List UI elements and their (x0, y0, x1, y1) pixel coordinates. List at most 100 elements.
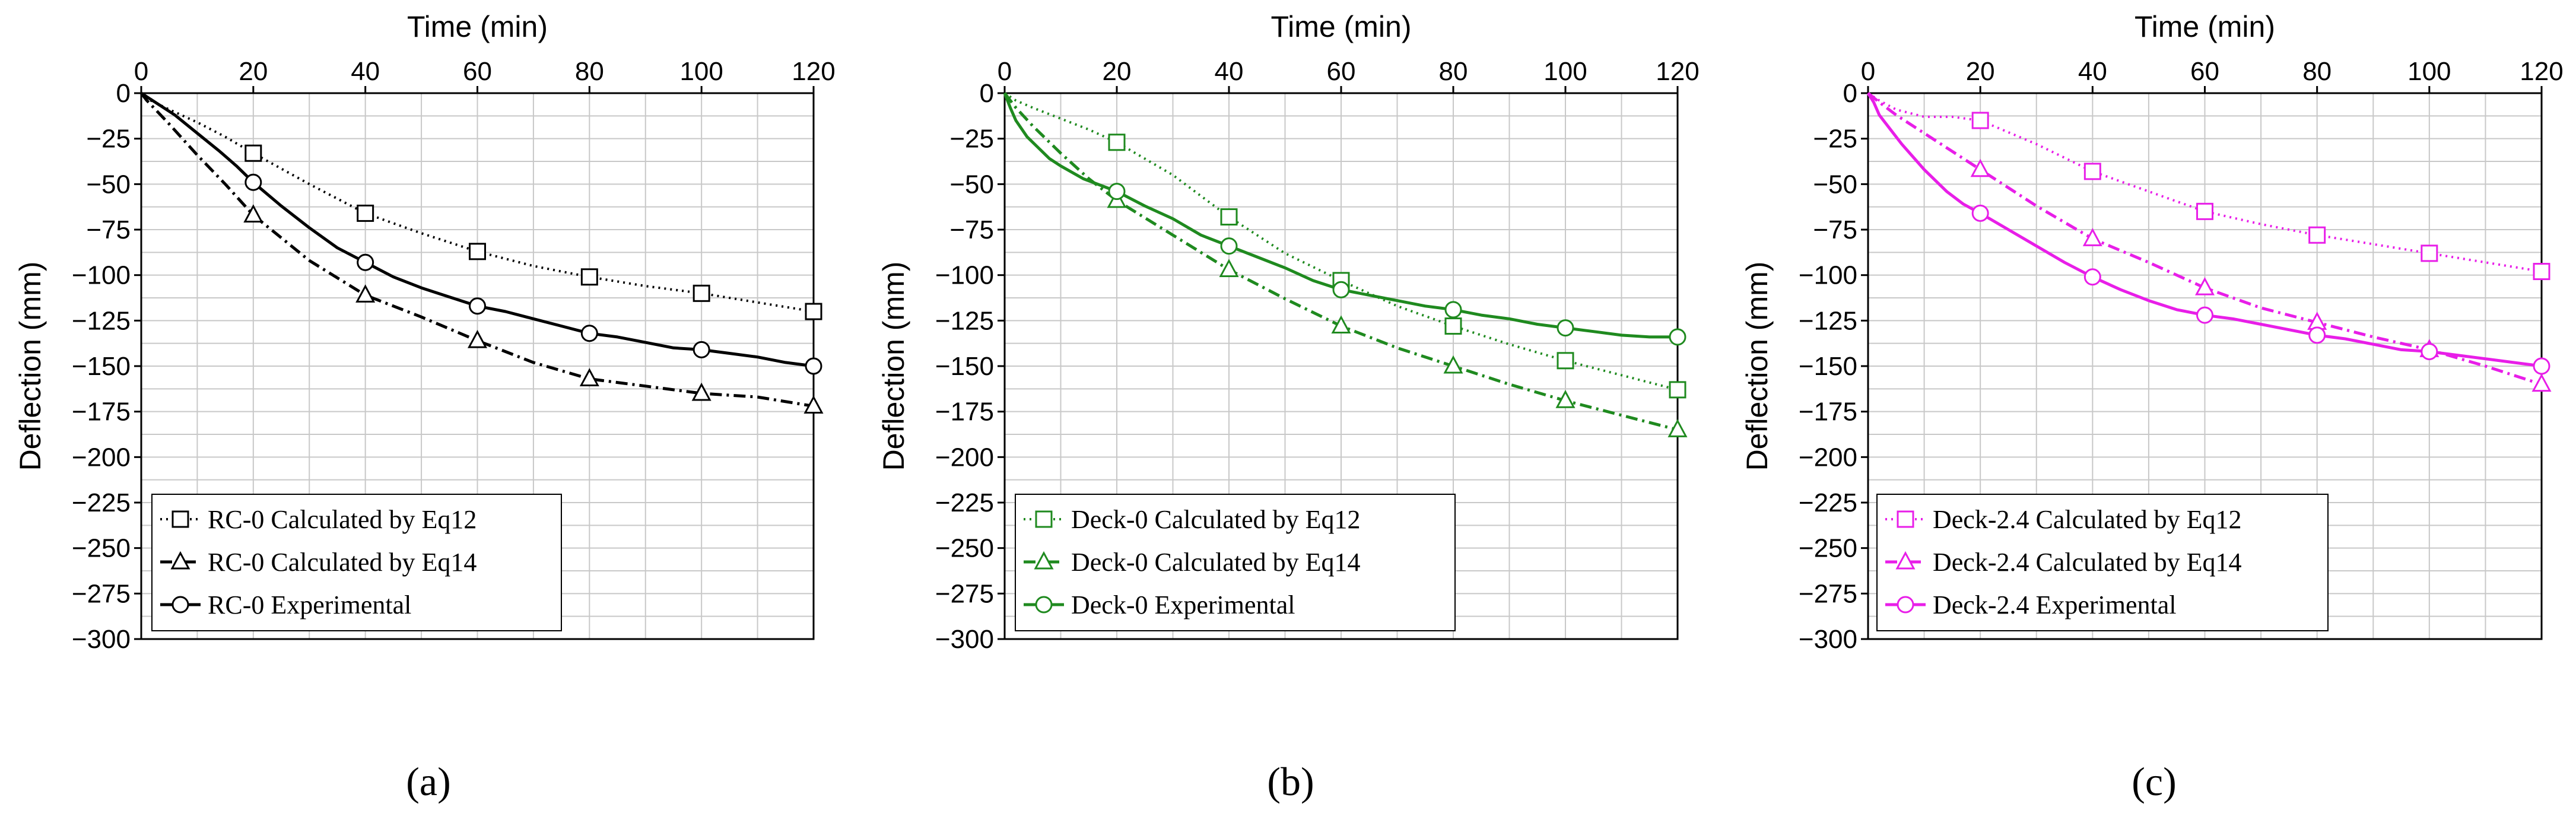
y-tick-label: −175 (1799, 398, 1857, 427)
series-line-c-2 (1867, 92, 2542, 386)
y-tick-label: −275 (935, 579, 994, 608)
legend-marker-sample (1897, 510, 1914, 528)
legend-marker-sample (1034, 551, 1054, 570)
series-marker-a-3 (693, 341, 710, 358)
y-tick-label: −75 (86, 215, 131, 244)
legend-entry-label: Deck-2.4 Calculated by Eq14 (1933, 548, 2242, 577)
x-tick-label: 80 (575, 57, 604, 86)
y-tick-label: 0 (116, 79, 131, 108)
x-tick-label: 100 (2407, 57, 2451, 86)
series-marker-c-1 (2196, 202, 2213, 220)
legend-marker-sample (1035, 510, 1053, 528)
x-tick-label: 100 (1543, 57, 1587, 86)
y-tick-label: −125 (1799, 306, 1857, 335)
y-axis-title: Deflection (mm) (14, 262, 47, 471)
series-marker-a-3 (244, 173, 262, 191)
series-marker-b-3 (1669, 328, 1686, 346)
y-tick-label: −225 (1799, 488, 1857, 517)
legend-box (151, 494, 562, 631)
panel-label-b: (b) (1267, 759, 1314, 804)
legend-entry-label: RC-0 Experimental (208, 590, 411, 619)
series-marker-c-3 (2533, 357, 2550, 375)
series-marker-a-3 (805, 357, 822, 375)
series-line-a-2 (140, 92, 814, 408)
series-marker-a-1 (244, 144, 262, 162)
series-marker-c-2 (2194, 277, 2215, 295)
legend-marker-sample (1897, 596, 1914, 614)
x-axis-title: Time (min) (2135, 10, 2275, 43)
series-marker-a-3 (580, 325, 598, 342)
series-marker-a-2 (355, 284, 376, 303)
legend-entry-label: Deck-0 Calculated by Eq14 (1071, 548, 1361, 577)
series-marker-a-1 (357, 204, 374, 222)
y-tick-label: −100 (1799, 261, 1857, 290)
y-tick-label: −300 (72, 625, 131, 654)
y-tick-label: −50 (949, 170, 994, 199)
legend-marker-sample (1895, 551, 1916, 570)
legend-box (1876, 494, 2329, 631)
legend-entry-label: RC-0 Calculated by Eq12 (208, 505, 477, 534)
x-axis-title: Time (min) (407, 10, 548, 43)
y-tick-label: −275 (72, 579, 131, 608)
series-marker-b-1 (1557, 352, 1574, 370)
y-tick-label: −275 (1799, 579, 1857, 608)
legend-entry-label: Deck-0 Calculated by Eq12 (1071, 505, 1361, 534)
series-marker-c-3 (2083, 268, 2101, 286)
legend-marker-sample (170, 551, 190, 570)
x-tick-label: 20 (1103, 57, 1132, 86)
y-tick-label: −100 (935, 261, 994, 290)
y-tick-label: −250 (72, 534, 131, 563)
series-marker-c-3 (2421, 342, 2438, 360)
y-tick-label: 0 (1843, 79, 1857, 108)
y-tick-label: −250 (935, 534, 994, 563)
series-marker-b-2 (1443, 355, 1463, 374)
series-marker-a-3 (357, 253, 374, 271)
panel-c-chart: 0 20 40 60 80 100 120 0 −25 −50 −75 −100 −125 −150 −17… (1740, 10, 2564, 804)
x-tick-label: 20 (1966, 57, 1995, 86)
y-tick-label: −25 (949, 125, 994, 154)
x-tick-label: 0 (998, 57, 1012, 86)
series-marker-b-3 (1557, 319, 1574, 337)
x-tick-label: 60 (463, 57, 492, 86)
y-tick-label: −25 (86, 125, 131, 154)
series-marker-b-3 (1220, 237, 1238, 255)
y-tick-label: 0 (980, 79, 994, 108)
series-marker-c-1 (2533, 263, 2550, 281)
series-marker-b-2 (1219, 259, 1239, 277)
y-tick-label: −225 (935, 488, 994, 517)
y-tick-label: −250 (1799, 534, 1857, 563)
series-marker-b-3 (1444, 301, 1462, 319)
y-tick-label: −50 (86, 170, 131, 199)
legend-entry-label: Deck-0 Experimental (1071, 590, 1295, 619)
y-tick-label: −225 (72, 488, 131, 517)
series-marker-a-2 (579, 368, 599, 386)
y-tick-label: −175 (935, 398, 994, 427)
x-tick-label: 0 (134, 57, 148, 86)
y-axis-title: Deflection (mm) (877, 262, 910, 471)
series-marker-c-2 (2082, 228, 2102, 246)
series-marker-b-1 (1220, 208, 1238, 226)
series-marker-a-2 (467, 329, 488, 348)
series-marker-c-2 (2531, 373, 2552, 392)
series-marker-a-1 (693, 284, 710, 302)
y-tick-label: −300 (1799, 625, 1857, 654)
y-tick-label: −75 (1813, 215, 1857, 244)
y-tick-label: −300 (935, 625, 994, 654)
y-tick-label: −25 (1813, 125, 1857, 154)
x-tick-label: 120 (1656, 57, 1699, 86)
series-line-b-1 (1003, 92, 1678, 391)
legend-marker-sample (171, 510, 189, 528)
series-marker-c-1 (2421, 244, 2438, 262)
series-line-a-3 (140, 91, 814, 368)
series-marker-b-3 (1108, 183, 1126, 201)
x-tick-label: 80 (2302, 57, 2332, 86)
series-marker-b-1 (1108, 134, 1126, 151)
series-marker-c-3 (2308, 326, 2326, 344)
series-marker-c-1 (2083, 163, 2101, 180)
y-tick-label: −150 (72, 352, 131, 381)
series-marker-b-2 (1555, 390, 1576, 408)
x-tick-label: 120 (2520, 57, 2563, 86)
legend-box (1015, 494, 1456, 631)
series-line-a-1 (140, 92, 814, 313)
